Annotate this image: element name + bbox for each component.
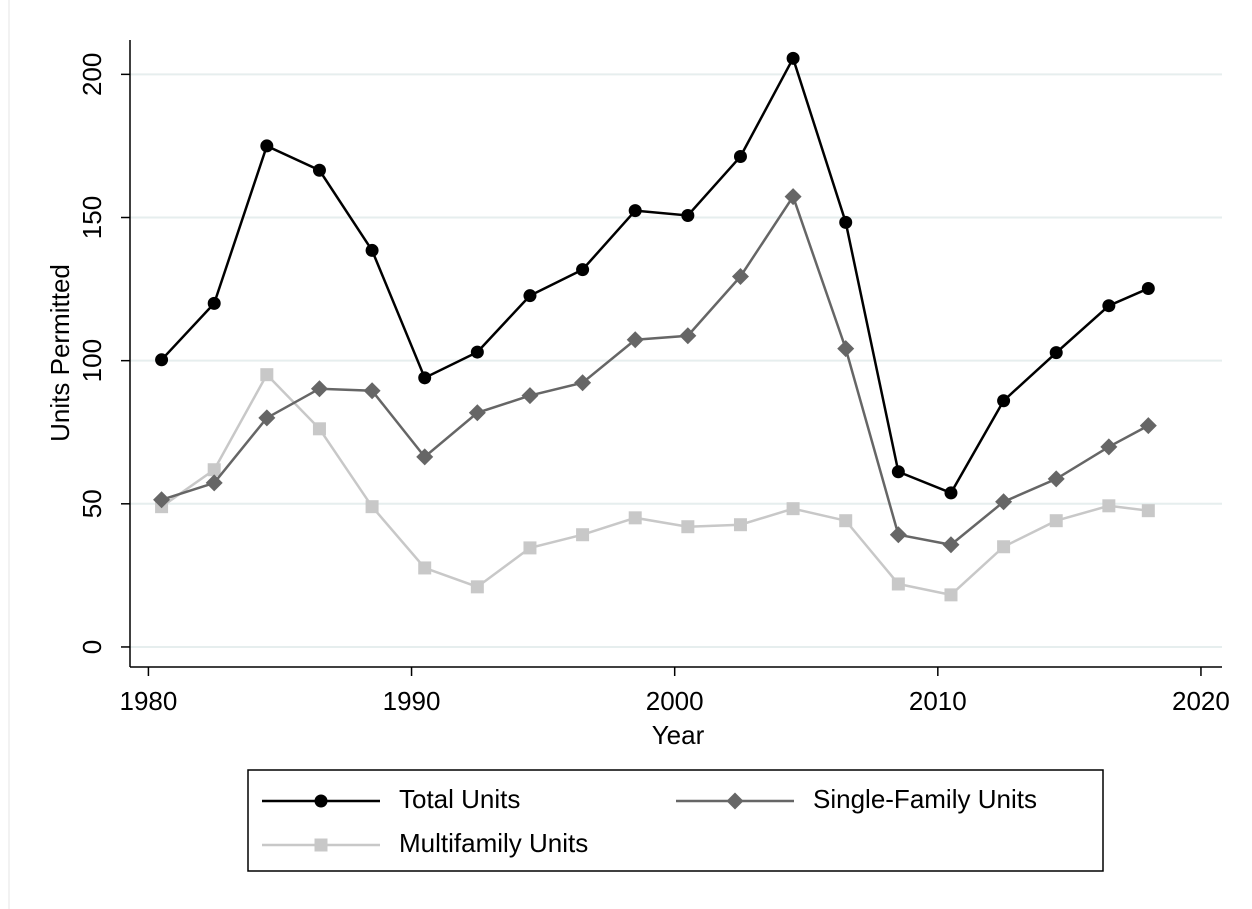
data-point	[997, 394, 1011, 408]
data-point	[207, 463, 221, 477]
data-point	[312, 163, 326, 177]
data-point	[891, 577, 905, 591]
legend-box	[247, 769, 1104, 872]
data-point	[1102, 299, 1116, 313]
legend-marker	[314, 794, 328, 808]
data-point	[205, 474, 223, 492]
data-point	[891, 465, 905, 479]
data-point	[1141, 282, 1155, 296]
legend-marker	[726, 792, 744, 810]
x-axis-label: Year	[652, 720, 705, 750]
data-point	[944, 588, 958, 602]
data-point	[786, 51, 800, 65]
y-axis-label: Units Permitted	[45, 264, 75, 442]
data-point	[1102, 499, 1116, 513]
data-point	[365, 243, 379, 257]
legend-label: Total Units	[399, 784, 520, 814]
data-point	[628, 204, 642, 218]
data-point	[889, 526, 907, 544]
y-tick-label: 200	[77, 53, 107, 96]
data-point	[312, 422, 326, 436]
data-point	[523, 541, 537, 555]
y-tick-label: 50	[77, 489, 107, 518]
data-point	[628, 511, 642, 525]
data-point	[155, 353, 169, 367]
data-point	[1139, 417, 1157, 435]
data-point	[1047, 470, 1065, 488]
data-point	[1049, 514, 1063, 528]
data-point	[418, 561, 432, 575]
data-point	[837, 340, 855, 358]
data-point	[418, 371, 432, 385]
x-tick-label: 1980	[119, 686, 177, 716]
data-point	[997, 540, 1011, 554]
data-point	[1141, 504, 1155, 518]
data-point	[942, 536, 960, 554]
legend-marker	[314, 838, 328, 852]
data-point	[470, 580, 484, 594]
y-tick-label: 100	[77, 339, 107, 382]
series-line	[161, 193, 1149, 547]
series-line	[160, 372, 1149, 597]
data-point	[523, 289, 537, 303]
data-point	[260, 368, 274, 382]
data-point	[260, 139, 274, 153]
data-point	[576, 263, 590, 277]
data-point	[733, 518, 747, 532]
data-point	[521, 387, 539, 405]
data-point	[995, 493, 1013, 511]
data-point	[416, 448, 434, 466]
data-point	[1100, 438, 1118, 456]
data-point	[470, 345, 484, 359]
data-point	[363, 382, 381, 400]
data-point	[679, 327, 697, 345]
data-point	[576, 528, 590, 542]
x-tick-label: 2010	[909, 686, 967, 716]
data-point	[1049, 346, 1063, 360]
data-point	[310, 380, 328, 398]
data-point	[681, 520, 695, 534]
data-point	[733, 150, 747, 164]
data-point	[681, 209, 695, 223]
data-point	[731, 267, 749, 285]
x-tick-label: 1990	[383, 686, 441, 716]
data-point	[626, 331, 644, 349]
x-tick-label: 2020	[1172, 686, 1230, 716]
data-point	[786, 502, 800, 516]
series-line	[160, 55, 1149, 495]
data-point	[468, 404, 486, 422]
data-point	[258, 409, 276, 427]
y-tick-label: 0	[77, 640, 107, 654]
data-point	[574, 374, 592, 392]
legend-label: Multifamily Units	[399, 828, 588, 858]
data-point	[839, 514, 853, 528]
data-point	[153, 491, 171, 509]
data-point	[839, 215, 853, 229]
legend-label: Single-Family Units	[813, 784, 1037, 814]
y-tick-label: 150	[77, 196, 107, 239]
data-point	[944, 486, 958, 500]
data-point	[365, 500, 379, 514]
data-point	[784, 188, 802, 206]
x-tick-label: 2000	[646, 686, 704, 716]
data-point	[207, 296, 221, 310]
